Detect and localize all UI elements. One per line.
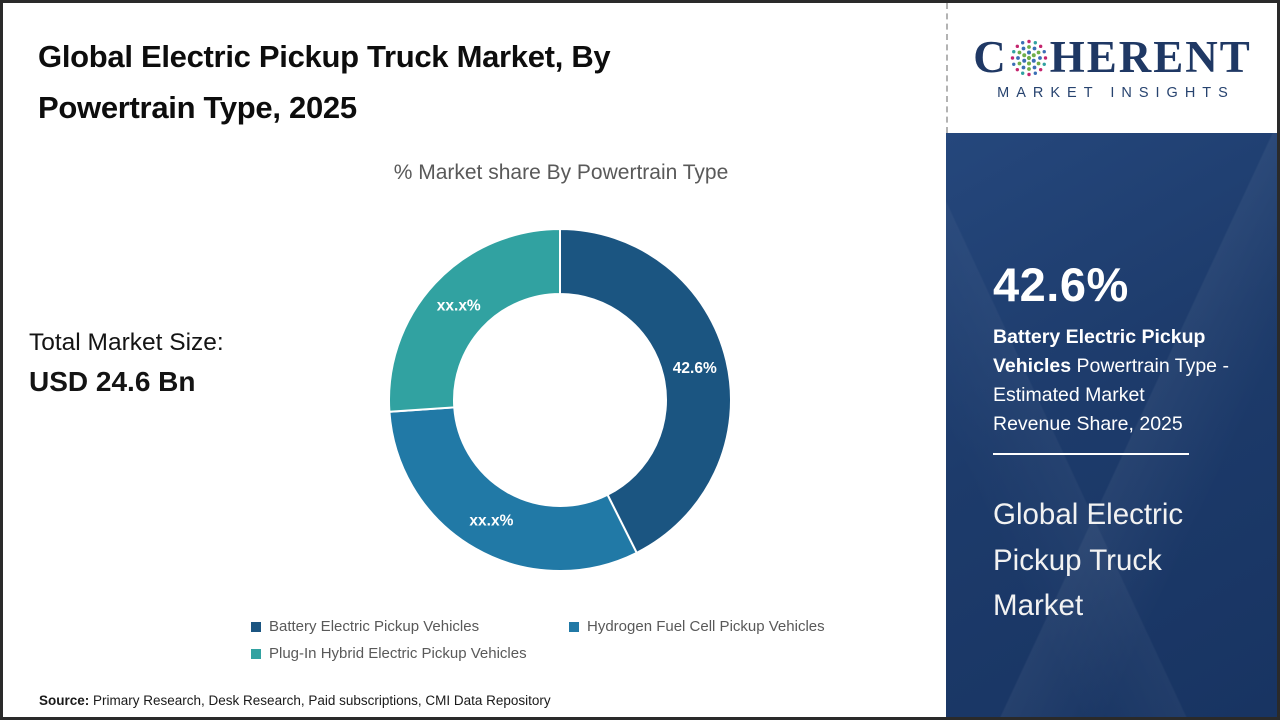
legend-label: Battery Electric Pickup Vehicles <box>269 618 480 635</box>
donut-segment-label-2: xx.x% <box>437 298 481 315</box>
legend-marker-icon <box>251 648 261 659</box>
page-title-line-1: Global Electric Pickup Truck Market, By <box>38 39 611 74</box>
legend-marker-icon <box>251 621 261 632</box>
stat-description-line: Revenue Share, 2025 <box>993 413 1183 435</box>
stat-description-line: Vehicles Powertrain Type - <box>993 355 1229 377</box>
legend-item-1: Hydrogen Fuel Cell Pickup Vehicles <box>569 618 911 635</box>
chart-legend: Battery Electric Pickup Vehicles Hydrogen… <box>251 618 911 662</box>
legend-item-0: Battery Electric Pickup Vehicles <box>251 618 569 635</box>
logo-area: C HERENT MARKET INSIGHTS <box>946 3 1277 133</box>
stat-value: 42.6% <box>993 258 1129 311</box>
stat-description: Battery Electric Pickup Vehicles Powertr… <box>993 323 1247 439</box>
legend-marker-icon <box>569 621 579 632</box>
donut-segment-2 <box>388 227 561 413</box>
stat-description-line: Battery Electric Pickup <box>993 326 1206 348</box>
donut-segment-label-1: xx.x% <box>469 512 513 529</box>
brand-letters-rest: HERENT <box>1049 32 1252 82</box>
legend-label: Hydrogen Fuel Cell Pickup Vehicles <box>587 618 825 635</box>
legend-label: Plug-In Hybrid Electric Pickup Vehicles <box>269 645 527 662</box>
sidebar: C HERENT MARKET INSIGHTS 42.6% Battery E… <box>946 3 1277 717</box>
source-line: Source: Primary Research, Desk Research,… <box>39 693 551 708</box>
total-market-size-label: Total Market Size: <box>29 329 224 356</box>
brand-letter-c: C <box>973 32 1008 82</box>
total-market-size-value: USD 24.6 Bn <box>29 366 196 397</box>
donut-segment-1 <box>388 406 639 572</box>
page-title-line-2: Powertrain Type, 2025 <box>38 90 357 125</box>
donut-segment-label-0: 42.6% <box>673 360 717 377</box>
source-label: Source: <box>39 693 90 708</box>
donut-segment-0 <box>559 227 732 555</box>
sidebar-market-title: Global Electric Pickup Truck Market <box>993 498 1184 622</box>
divider <box>993 453 1189 455</box>
legend-item-2: Plug-In Hybrid Electric Pickup Vehicles <box>251 645 569 662</box>
donut-chart: 42.6% xx.x% xx.x% <box>388 227 732 572</box>
total-market-size: Total Market Size: USD 24.6 Bn <box>29 329 224 398</box>
main-area: Global Electric Pickup Truck Market, By … <box>3 3 949 717</box>
source-text: Primary Research, Desk Research, Paid su… <box>89 693 551 708</box>
stat-description-line: Estimated Market <box>993 384 1145 406</box>
sidebar-panel: 42.6% Battery Electric Pickup Vehicles P… <box>946 133 1277 717</box>
cmi-globe-icon <box>1010 39 1047 76</box>
page-title: Global Electric Pickup Truck Market, By … <box>38 31 611 133</box>
chart-title: % Market share By Powertrain Type <box>393 161 729 184</box>
cmi-logo: C HERENT <box>973 35 1252 80</box>
brand-tagline: MARKET INSIGHTS <box>997 85 1235 101</box>
